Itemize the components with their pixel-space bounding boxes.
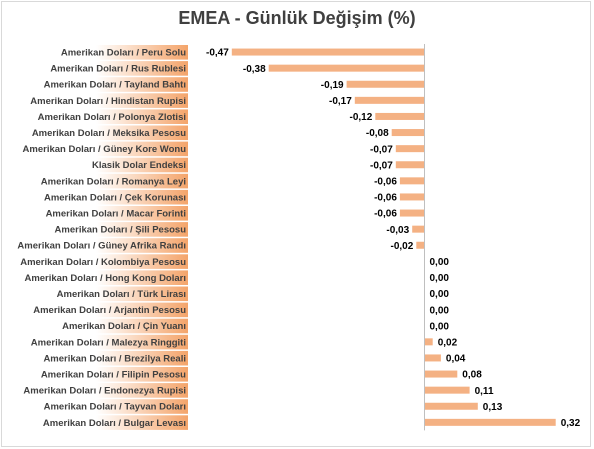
data-label: -0,38 bbox=[243, 64, 266, 75]
data-label: -0,07 bbox=[370, 144, 393, 155]
category-label: Amerikan Doları / Macar Forinti bbox=[46, 208, 186, 219]
category-label-band bbox=[96, 173, 188, 189]
category-label: Amerikan Doları / Tayvan Doları bbox=[44, 402, 186, 413]
category-label-band bbox=[96, 286, 188, 302]
category-label: Amerikan Doları / Güney Kore Wonu bbox=[23, 144, 187, 155]
category-label-band bbox=[96, 334, 188, 350]
bar bbox=[231, 48, 425, 56]
data-label: -0,47 bbox=[206, 48, 229, 59]
bar bbox=[424, 354, 441, 362]
data-label: -0,06 bbox=[374, 193, 397, 204]
category-label-band bbox=[96, 141, 188, 157]
data-label: -0,06 bbox=[374, 209, 397, 220]
data-label: 0,11 bbox=[475, 386, 494, 397]
category-label: Amerikan Doları / Kolombiya Pesosu bbox=[20, 257, 186, 268]
bar bbox=[399, 209, 425, 217]
category-label-band bbox=[96, 189, 188, 205]
category-label: Amerikan Doları / Şili Pesosu bbox=[55, 225, 187, 236]
data-label: 0,08 bbox=[462, 370, 482, 381]
data-label: 0,00 bbox=[430, 289, 450, 300]
category-label: Amerikan Doları / Hong Kong Doları bbox=[24, 273, 186, 284]
category-label: Amerikan Doları / Türk Lirası bbox=[57, 289, 186, 300]
bar bbox=[375, 112, 425, 120]
data-label: -0,17 bbox=[329, 96, 352, 107]
bar bbox=[268, 64, 425, 72]
category-label-band bbox=[96, 254, 188, 269]
data-label: 0,02 bbox=[438, 337, 458, 348]
data-label: 0,00 bbox=[430, 273, 450, 284]
bar bbox=[395, 145, 425, 153]
data-label: 0,00 bbox=[430, 321, 450, 332]
data-label: 0,32 bbox=[561, 418, 581, 429]
category-label: Amerikan Doları / Malezya Ringgiti bbox=[31, 337, 186, 348]
category-label: Klasik Dolar Endeksi bbox=[92, 160, 186, 171]
bar bbox=[395, 161, 425, 169]
data-label: 0,00 bbox=[430, 257, 450, 268]
category-label-band bbox=[96, 318, 188, 334]
category-label: Amerikan Doları / Hindistan Rupisi bbox=[30, 96, 186, 107]
data-label: -0,12 bbox=[350, 112, 373, 123]
category-label: Amerikan Doları / Tayland Bahtı bbox=[44, 80, 186, 91]
category-label-band bbox=[96, 206, 188, 221]
bar bbox=[399, 193, 425, 201]
bar bbox=[424, 418, 556, 426]
bars bbox=[231, 48, 556, 426]
category-label-band bbox=[96, 302, 188, 318]
category-label: Amerikan Doları / Çek Korunası bbox=[44, 192, 186, 203]
category-label: Amerikan Doları / Peru Solu bbox=[61, 47, 186, 58]
category-label-band bbox=[96, 367, 188, 382]
bar bbox=[424, 402, 478, 410]
bar bbox=[416, 241, 425, 249]
category-label: Amerikan Doları / Bulgar Levası bbox=[43, 418, 186, 429]
data-label: -0,07 bbox=[370, 160, 393, 171]
category-label-band bbox=[96, 383, 188, 398]
category-label: Amerikan Doları / Filipin Pesosu bbox=[41, 369, 186, 380]
chart-title: EMEA - Günlük Değişim (%) bbox=[178, 8, 416, 28]
bar bbox=[354, 96, 425, 104]
data-label: -0,08 bbox=[366, 128, 389, 139]
bar bbox=[412, 225, 425, 233]
category-label-band bbox=[96, 93, 188, 108]
category-label: Amerikan Doları / Meksika Pesosu bbox=[32, 128, 186, 139]
category-labels: Amerikan Doları / Peru Solu Amerikan Dola… bbox=[17, 45, 188, 430]
category-label: Amerikan Doları / Rus Rublesi bbox=[50, 64, 186, 75]
category-label-band bbox=[96, 61, 188, 76]
category-label: Amerikan Doları / Polonya Zlotisi bbox=[38, 112, 186, 123]
category-label: Amerikan Doları / Romanya Leyi bbox=[41, 176, 186, 187]
category-label: Amerikan Doları / Arjantin Pesosu bbox=[33, 305, 186, 316]
bar bbox=[424, 386, 470, 394]
category-label-band bbox=[96, 45, 188, 60]
category-label-band bbox=[96, 157, 188, 173]
category-label: Amerikan Doları / Çin Yuanı bbox=[62, 321, 186, 332]
category-label-band bbox=[96, 399, 188, 414]
data-label: -0,02 bbox=[391, 241, 414, 252]
data-label: -0,19 bbox=[321, 80, 344, 91]
value-labels: -0,47 -0,38 -0,19 -0,17 -0,12 -0,08 -0,07 -0,07… bbox=[206, 48, 581, 429]
bar bbox=[424, 370, 458, 378]
category-label: Amerikan Doları / Endonezya Rupisi bbox=[23, 386, 186, 397]
category-label-band bbox=[96, 270, 188, 285]
bar bbox=[346, 80, 425, 88]
data-label: 0,04 bbox=[446, 354, 466, 365]
category-label: Amerikan Doları / Brezilya Reali bbox=[43, 353, 186, 364]
data-label: -0,03 bbox=[386, 225, 409, 236]
bar bbox=[399, 177, 425, 185]
category-label-band bbox=[96, 109, 188, 124]
category-label-band bbox=[96, 350, 188, 366]
category-label-band bbox=[96, 238, 188, 253]
data-label: -0,06 bbox=[374, 176, 397, 187]
category-label-band bbox=[96, 222, 188, 237]
data-label: 0,13 bbox=[483, 402, 503, 413]
bar bbox=[424, 338, 433, 346]
bar bbox=[391, 129, 425, 137]
category-label-band bbox=[96, 77, 188, 92]
data-label: 0,00 bbox=[430, 305, 450, 316]
category-label: Amerikan Doları / Güney Afrika Randı bbox=[17, 241, 186, 252]
category-label-band bbox=[96, 415, 188, 430]
category-label-band bbox=[96, 125, 188, 141]
